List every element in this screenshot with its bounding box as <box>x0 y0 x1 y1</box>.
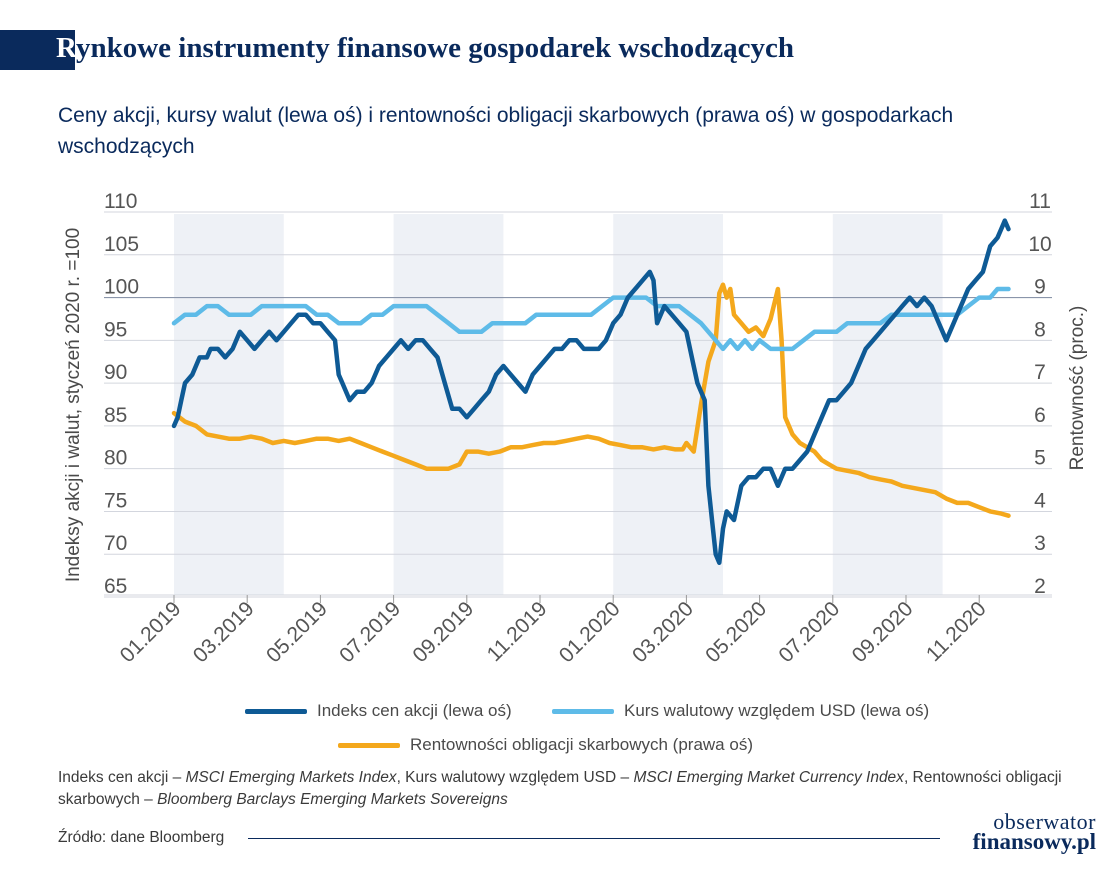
x-tick-label: 09.2020 <box>848 597 918 667</box>
y2-tick-label: 6 <box>1034 404 1046 427</box>
note-text-3: , Rentowności obligacji skarbowych – <box>58 769 1062 808</box>
legend-item-currency: Kurs walutowy względem USD (lewa oś) <box>552 701 929 721</box>
y2-tick-label: 11 <box>1029 190 1051 213</box>
legend-item-yield: Rentowności obligacji skarbowych (prawa … <box>338 735 753 755</box>
left-axis-label: Indeksy akcji i walut, styczeń 2020 r. =… <box>63 228 84 582</box>
y-tick-label: 100 <box>104 276 139 299</box>
note-index-1: MSCI Emerging Markets Index <box>185 769 397 786</box>
logo-line-1: obserwator <box>993 809 1096 834</box>
source-note: Indeks cen akcji – MSCI Emerging Markets… <box>58 767 1068 811</box>
shaded-band-0 <box>174 214 284 595</box>
x-tick-label: 05.2019 <box>262 597 332 667</box>
x-tick-label: 01.2019 <box>116 597 186 667</box>
page-title: Rynkowe instrumenty finansowe gospodarek… <box>56 32 794 65</box>
y-tick-label: 75 <box>104 489 127 512</box>
legend-label-yield: Rentowności obligacji skarbowych (prawa … <box>410 735 753 754</box>
legend-swatch-yield <box>338 743 400 749</box>
y-tick-label: 95 <box>104 318 127 341</box>
x-tick-label: 05.2020 <box>701 597 771 667</box>
y-tick-label: 70 <box>104 532 127 555</box>
y-tick-label: 85 <box>104 404 127 427</box>
series-line-currency <box>171 286 1011 352</box>
x-axis-ticks: 01.2019 03.2019 05.2019 07.2019 09.2019 11.20… <box>116 595 991 667</box>
title-rest: ynkowe instrumenty finansowe gospodarek … <box>75 32 795 64</box>
y-tick-label: 110 <box>104 190 137 213</box>
x-tick-label: 07.2020 <box>774 597 844 667</box>
right-axis-ticks: 11 10 9 8 7 6 5 4 3 2 <box>1028 190 1051 598</box>
note-text-1: Indeks cen akcji – <box>58 769 186 786</box>
legend-label-currency: Kurs walutowy względem USD (lewa oś) <box>624 701 930 720</box>
x-tick-label: 01.2020 <box>555 597 625 667</box>
note-index-3: Bloomberg Barclays Emerging Markets Sove… <box>157 791 508 808</box>
x-tick-label: 07.2019 <box>335 597 405 667</box>
title-accent-bar <box>0 30 75 70</box>
y2-tick-label: 7 <box>1034 361 1046 384</box>
brand-logo: obserwator finansowy.pl <box>946 809 1096 854</box>
y-tick-label: 80 <box>104 447 127 470</box>
legend-label-stock: Indeks cen akcji (lewa oś) <box>317 701 512 720</box>
y2-tick-label: 5 <box>1034 447 1046 470</box>
shaded-band-3 <box>832 214 943 595</box>
right-axis-label: Rentowność (proc.) <box>1067 306 1088 471</box>
x-tick-label: 03.2019 <box>189 597 259 667</box>
legend-item-stock: Indeks cen akcji (lewa oś) <box>245 701 512 721</box>
x-tick-label: 09.2019 <box>408 597 478 667</box>
logo-line-2: finansowy.pl <box>972 829 1096 854</box>
y2-tick-label: 3 <box>1034 532 1046 555</box>
x-tick-label: 11.2020 <box>922 597 991 666</box>
y2-tick-label: 8 <box>1034 318 1046 341</box>
x-tick-label: 11.2019 <box>483 597 552 666</box>
shaded-band-1 <box>393 214 504 595</box>
series-lines <box>171 218 1011 566</box>
y2-tick-label: 10 <box>1028 233 1051 256</box>
y-tick-label: 90 <box>104 361 127 384</box>
legend-swatch-stock <box>245 709 307 715</box>
note-text-2: , Kurs walutowy względem USD – <box>396 769 634 786</box>
y2-tick-label: 9 <box>1034 276 1046 299</box>
legend-swatch-currency <box>552 709 614 715</box>
y-tick-label: 65 <box>104 575 127 598</box>
title-first-letter: R <box>56 32 76 64</box>
note-index-2: MSCI Emerging Market Currency Index <box>633 769 904 786</box>
series-line-yield <box>171 282 1011 518</box>
x-tick-label: 03.2020 <box>628 597 698 667</box>
source-label: Źródło: dane Bloomberg <box>58 829 225 846</box>
y2-tick-label: 2 <box>1034 575 1046 598</box>
series-line-stock <box>171 218 1011 566</box>
y-tick-label: 105 <box>104 233 139 256</box>
y2-tick-label: 4 <box>1034 489 1046 512</box>
shaded-bands <box>174 214 943 595</box>
left-axis-ticks: 110 105 100 95 90 85 80 75 70 65 <box>104 190 139 598</box>
chart-subtitle: Ceny akcji, kursy walut (lewa oś) i rent… <box>58 104 954 158</box>
source-divider <box>248 838 940 839</box>
